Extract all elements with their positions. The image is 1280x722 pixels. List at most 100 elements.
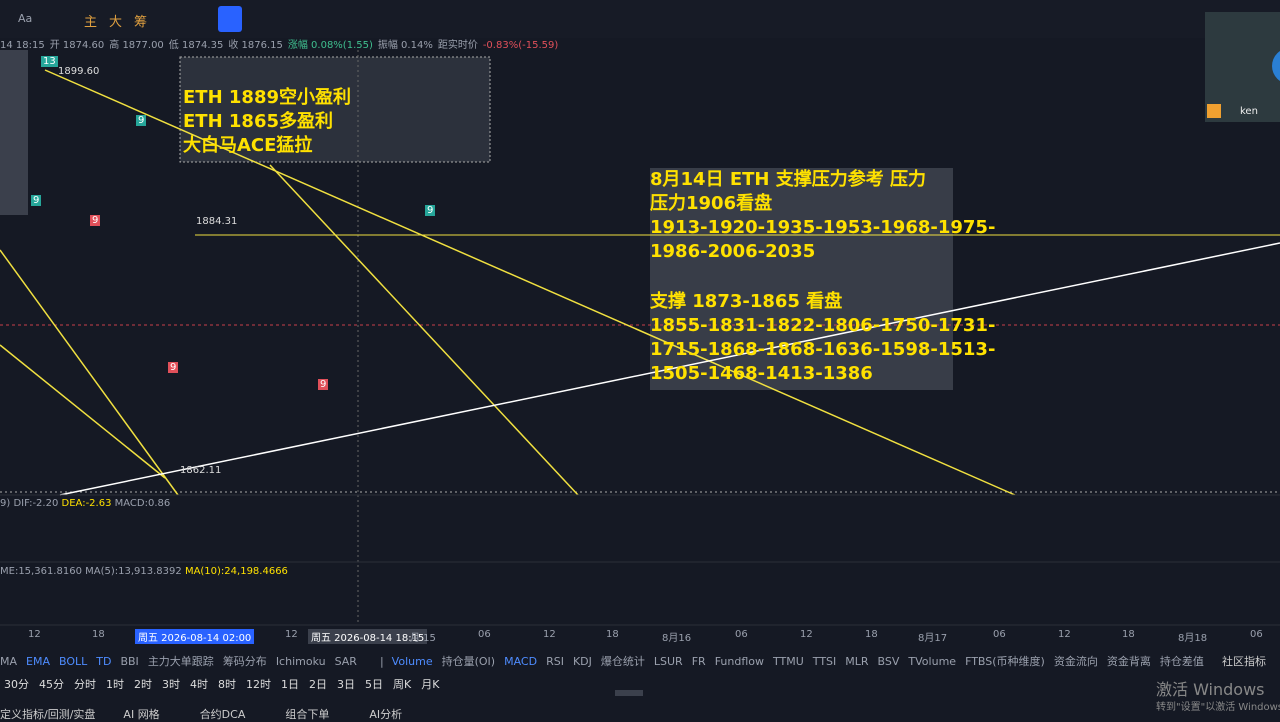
td-count: 9 [318,379,329,390]
support-line: 支撑 1873-1865 看盘 [650,291,843,312]
video-user: ken [1240,106,1258,117]
indicator[interactable]: MA [0,655,18,668]
info-open: 开 1874.60 [49,40,105,51]
info-distance_label: 距实时价 [437,40,478,51]
indicator[interactable]: 筹码分布 [222,655,267,668]
timeframe[interactable]: 1时 [106,678,124,691]
indicator[interactable]: 爆仓统计 [600,655,645,668]
indicator[interactable]: EMA [26,655,50,668]
x-axis-label: 06 [1250,629,1263,640]
timeframe[interactable]: 分时 [74,678,96,691]
timeframe[interactable]: 3时 [162,678,180,691]
font-tool[interactable]: Aa [18,12,33,25]
td-count: 9 [31,195,42,206]
resistance-line: 1913-1920-1935-1953-1968-1975- [650,217,996,238]
timeframe[interactable]: 4时 [190,678,208,691]
info-distance: -0.83%(-15.59) [482,40,559,51]
x-axis-label: 8月18 [1178,633,1208,644]
bottom-tabs: 定义指标/回测/实盘 AI 网格 合约DCA 组合下单 AI分析 [0,706,442,722]
indicator[interactable]: MLR [845,655,869,668]
x-axis-label: 8月16 [662,633,692,644]
ohlc-info: 14 18:15 开 1874.60 高 1877.00 低 1874.35 收 187… [0,36,563,51]
td-count: 13 [41,56,58,67]
td-count: 9 [90,215,101,226]
indicator[interactable]: RSI [546,655,564,668]
indicator[interactable]: TVolume [908,655,957,668]
mode-button[interactable]: 筹 [134,15,148,30]
trade-note: ETH 1889空小盈利 ETH 1865多盈利 大白马ACE猛拉 [183,86,351,158]
level-note: 8月14日 ETH 支撑压力参考 压力 压力1906看盘 1913-1920-193… [650,168,995,386]
support-line: 1855-1831-1822-1806-1750-1731- [650,315,996,336]
indicator[interactable]: MACD [504,655,538,668]
info-low: 低 1874.35 [168,40,224,51]
timeframe[interactable]: 2日 [309,678,327,691]
indicator[interactable]: 资金流向 [1053,655,1098,668]
timeframe[interactable]: 5日 [365,678,383,691]
x-axis-label: 18 [865,629,878,640]
bottom-tab[interactable]: AI分析 [369,708,403,721]
bottom-tab[interactable]: AI 网格 [123,708,160,721]
timeframe-bar: 30分 45分 分时 1时 2时 3时 4时 8时 12时 1日 2日 3日 5日 周K 月K [4,676,449,692]
x-axis-label: 12 [1058,629,1071,640]
indicator[interactable]: TTSI [812,655,837,668]
x-axis-label: 12 [543,629,556,640]
note-line: ETH 1865多盈利 [183,111,334,132]
timeframe[interactable]: 12时 [246,678,271,691]
info-close: 收 1876.15 [228,40,283,51]
bottom-tab[interactable]: 合约DCA [199,708,246,721]
price-label: 1899.60 [58,66,100,77]
indicator[interactable]: TTMU [773,655,804,668]
resistance-line: 8月14日 ETH 支撑压力参考 压力 [650,169,927,190]
x-axis-label: 周五 2026-08-14 18:15 [308,629,428,644]
indicator[interactable]: LSUR [653,655,683,668]
separator: | [379,655,384,668]
note-line: 大白马ACE猛拉 [183,135,313,156]
indicator[interactable]: FR [691,655,706,668]
indicator[interactable]: Fundflow [714,655,764,668]
activation-title: 激活 Windows [1156,680,1265,699]
price-label: 1884.31 [196,216,238,227]
note-line: ETH 1889空小盈利 [183,87,352,108]
indicator[interactable]: TD [96,655,112,668]
indicator[interactable]: FTBS(币种维度) [965,655,1045,668]
indicator[interactable]: Ichimoku [275,655,326,668]
x-axis-label: 周五 2026-08-14 02:00 [135,629,255,644]
info-high: 高 1877.00 [109,40,164,51]
x-axis-label: 18 [92,629,105,640]
mode-button[interactable]: 主 [84,15,98,30]
support-line: 1505-1468-1413-1386 [650,363,873,384]
price-label: 1862.11 [180,465,222,476]
indicator[interactable]: KDJ [572,655,592,668]
x-axis-label: 12 [285,629,298,640]
indicator-bar: MA EMA BOLL TD BBI 主力大单跟踪 筹码分布 Ichimoku SAR | Volu… [0,653,1213,669]
timeframe[interactable]: 2时 [134,678,152,691]
mode-button[interactable]: 大 [109,15,123,30]
timeframe[interactable]: 45分 [39,678,64,691]
indicator[interactable]: SAR [334,655,357,668]
indicator[interactable]: 资金背离 [1106,655,1151,668]
indicator[interactable]: BSV [877,655,900,668]
indicator[interactable]: 持仓差值 [1159,655,1204,668]
indicator[interactable]: 持仓量(OI) [441,655,496,668]
timeframe[interactable]: 月K [421,678,440,691]
community-indicators[interactable]: 社区指标 [1222,655,1266,668]
timeframe[interactable]: 3日 [337,678,355,691]
x-axis-label: 8月17 [918,633,948,644]
timeframe[interactable]: 8时 [218,678,236,691]
indicator[interactable]: BBI [120,655,139,668]
indicator[interactable]: Volume [391,655,433,668]
td-count: 9 [425,205,436,216]
x-axis-label: 12 [800,629,813,640]
indicator[interactable]: BOLL [58,655,88,668]
indicator[interactable]: 主力大单跟踪 [147,655,214,668]
macd-legend: 9) DIF:-2.20 DEA:-2.63 MACD:0.86 [0,498,171,509]
info-time: 14 18:15 [0,40,45,51]
resistance-line: 压力1906看盘 [650,193,773,214]
timeframe[interactable]: 30分 [4,678,29,691]
bottom-tab[interactable]: 组合下单 [285,708,330,721]
timeframe[interactable]: 周K [393,678,412,691]
timeframe[interactable]: 1日 [281,678,299,691]
bottom-tab[interactable]: 定义指标/回测/实盘 [0,708,96,721]
